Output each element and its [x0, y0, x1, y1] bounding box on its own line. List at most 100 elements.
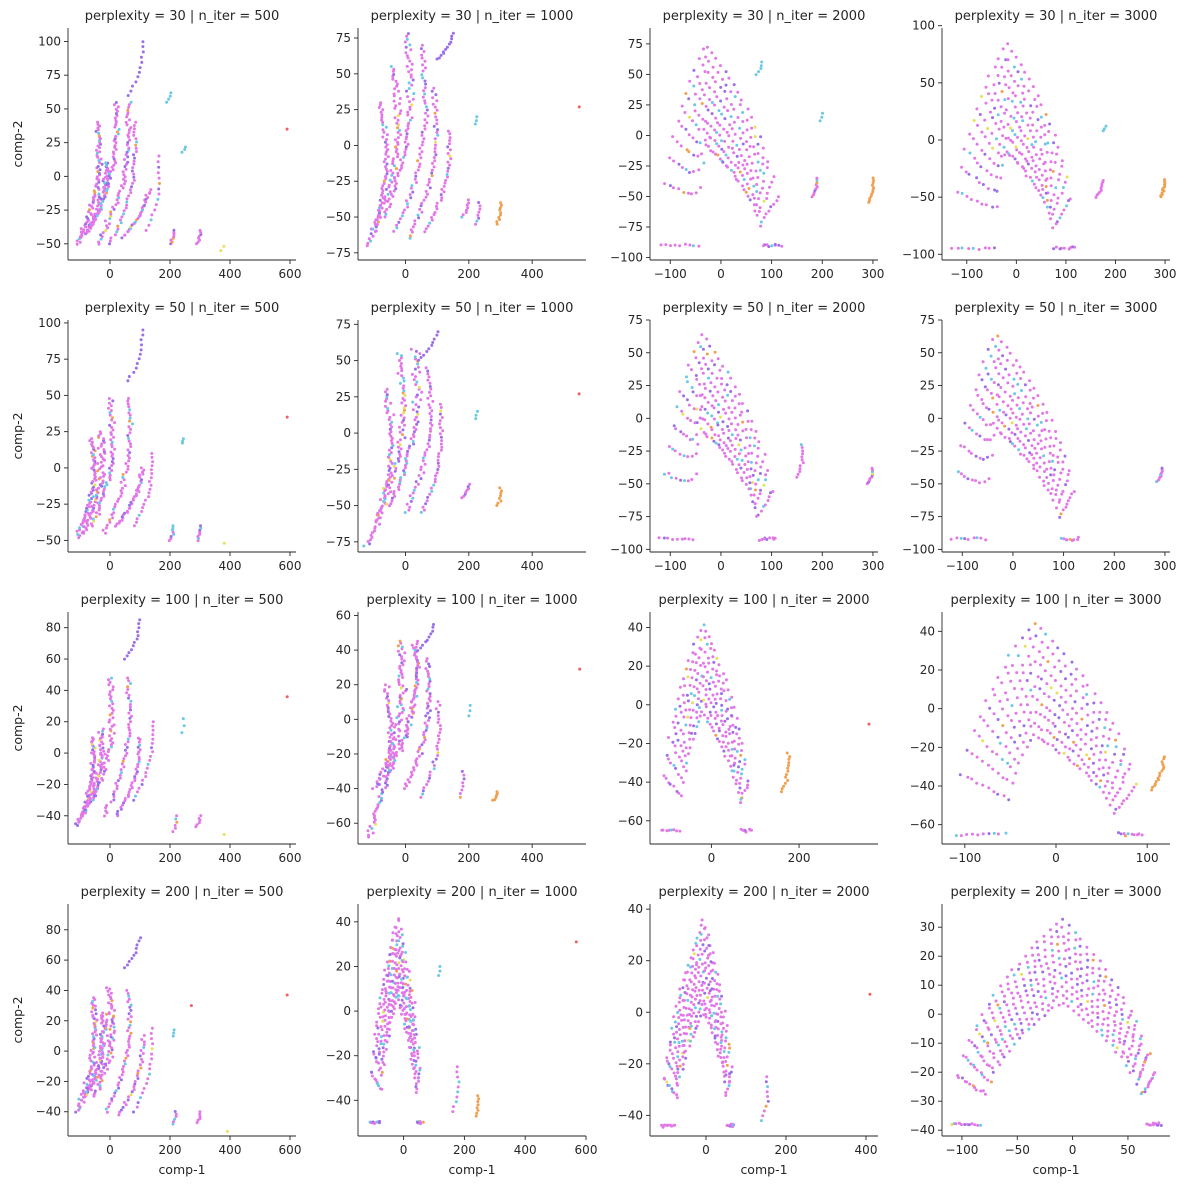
data-point	[422, 786, 426, 790]
data-point	[730, 399, 734, 403]
data-point	[689, 192, 693, 196]
data-point	[108, 704, 111, 708]
data-point	[720, 112, 724, 116]
data-point	[1130, 832, 1134, 836]
data-point	[390, 441, 394, 445]
data-point	[721, 364, 725, 368]
data-point	[1009, 407, 1013, 411]
data-point	[94, 1012, 98, 1016]
x-axis-label: comp-1	[448, 1162, 495, 1177]
data-point	[1113, 752, 1117, 756]
data-point	[386, 731, 390, 735]
data-point	[719, 1002, 723, 1006]
data-point	[157, 187, 161, 191]
data-point	[122, 757, 126, 761]
data-point	[724, 1029, 728, 1033]
y-tick-label: 40	[336, 915, 351, 929]
data-point	[398, 480, 402, 484]
data-point	[986, 74, 990, 78]
data-point	[409, 48, 413, 52]
data-point	[116, 499, 120, 503]
data-point	[1030, 155, 1034, 159]
data-point	[717, 663, 721, 667]
data-point	[407, 714, 411, 718]
data-point	[408, 118, 412, 122]
data-point	[456, 1090, 460, 1094]
data-point	[694, 374, 698, 377]
data-point	[156, 197, 160, 201]
data-point	[970, 478, 974, 482]
data-point	[1068, 747, 1072, 751]
data-point	[417, 1046, 421, 1049]
data-point	[415, 671, 419, 674]
data-point	[713, 90, 717, 94]
data-point	[745, 182, 749, 186]
data-point	[718, 368, 722, 372]
data-point	[720, 139, 723, 143]
data-point	[429, 415, 433, 418]
data-point	[404, 145, 408, 149]
data-point	[970, 777, 974, 781]
data-point	[712, 439, 716, 443]
x-tick-label: 400	[219, 267, 242, 281]
data-point	[421, 456, 425, 460]
x-tick-label: 400	[521, 851, 544, 865]
data-point	[402, 659, 406, 663]
data-point	[410, 83, 414, 87]
data-point	[679, 794, 683, 798]
data-point	[404, 45, 408, 49]
data-point	[149, 1032, 153, 1035]
data-point	[997, 395, 1001, 399]
data-point	[390, 474, 394, 478]
data-point	[775, 199, 779, 203]
data-point	[108, 413, 112, 417]
data-point	[692, 685, 696, 689]
data-point	[691, 708, 695, 712]
data-point	[405, 717, 409, 721]
data-point	[410, 699, 414, 703]
data-point	[430, 171, 434, 175]
data-point	[410, 230, 414, 234]
data-point	[169, 238, 173, 242]
data-point	[171, 524, 175, 528]
data-point	[721, 723, 725, 727]
data-point	[111, 507, 115, 511]
data-point	[1027, 150, 1031, 154]
data-point	[1103, 726, 1107, 730]
data-point	[389, 490, 393, 494]
data-point	[409, 499, 413, 503]
data-point	[77, 1097, 81, 1101]
data-point	[107, 759, 111, 762]
panel-title: perplexity = 50 | n_iter = 500	[85, 301, 279, 316]
data-point	[1003, 75, 1006, 79]
data-point	[966, 477, 970, 481]
data-point	[722, 150, 726, 154]
data-point	[990, 131, 994, 135]
data-point	[100, 442, 104, 446]
data-point	[1018, 417, 1022, 421]
data-point	[136, 1101, 140, 1105]
data-point	[99, 157, 103, 161]
data-point	[92, 503, 96, 507]
data-point	[380, 788, 384, 792]
data-point	[419, 510, 423, 514]
data-point	[416, 1076, 420, 1080]
data-point	[403, 466, 407, 470]
data-point	[444, 178, 448, 182]
data-point	[661, 828, 665, 832]
data-point	[476, 1094, 480, 1098]
data-point	[727, 759, 730, 763]
data-point	[392, 99, 396, 103]
data-point	[716, 423, 720, 427]
data-point	[99, 751, 103, 755]
data-point	[411, 1006, 415, 1010]
data-point	[148, 1072, 152, 1076]
data-point	[732, 705, 736, 709]
data-point	[968, 132, 972, 136]
data-point	[706, 367, 710, 371]
data-point	[691, 957, 695, 961]
data-point	[1023, 70, 1027, 74]
x-tick-label: 400	[219, 1143, 242, 1157]
data-point	[983, 438, 987, 442]
data-point	[382, 179, 386, 183]
